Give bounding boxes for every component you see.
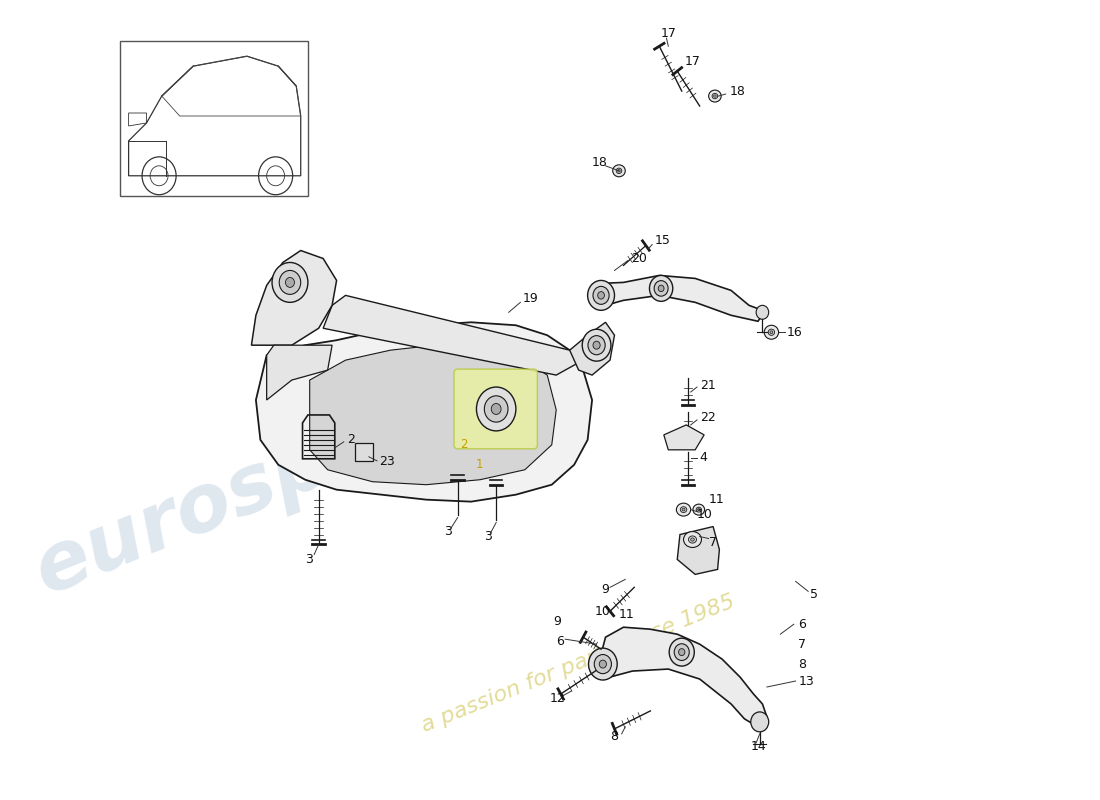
- Circle shape: [600, 660, 606, 668]
- Polygon shape: [678, 526, 719, 574]
- Ellipse shape: [616, 168, 622, 174]
- Polygon shape: [310, 345, 557, 485]
- Text: 13: 13: [799, 674, 814, 687]
- Polygon shape: [266, 345, 332, 400]
- FancyBboxPatch shape: [454, 369, 538, 449]
- Polygon shape: [256, 322, 592, 502]
- Circle shape: [756, 306, 769, 319]
- FancyBboxPatch shape: [355, 443, 373, 461]
- Circle shape: [593, 342, 601, 349]
- Text: 8: 8: [610, 730, 618, 743]
- Ellipse shape: [683, 531, 702, 547]
- Ellipse shape: [712, 94, 717, 98]
- Text: 17: 17: [684, 54, 701, 68]
- Circle shape: [751, 712, 769, 732]
- Circle shape: [582, 330, 610, 361]
- Circle shape: [484, 396, 508, 422]
- Text: 20: 20: [630, 252, 647, 265]
- Ellipse shape: [697, 509, 700, 510]
- Text: a passion for parts since 1985: a passion for parts since 1985: [419, 592, 738, 736]
- Text: 4: 4: [700, 451, 707, 464]
- Circle shape: [594, 654, 612, 674]
- Ellipse shape: [682, 508, 685, 511]
- Text: 3: 3: [484, 530, 493, 543]
- Polygon shape: [570, 322, 615, 375]
- Text: 16: 16: [786, 326, 802, 338]
- Text: 5: 5: [810, 588, 818, 601]
- Text: eurospares: eurospares: [23, 348, 525, 611]
- Text: 6: 6: [557, 634, 564, 648]
- Text: 22: 22: [700, 411, 715, 425]
- Text: 19: 19: [524, 292, 539, 305]
- Circle shape: [654, 281, 668, 296]
- Ellipse shape: [680, 506, 686, 513]
- Ellipse shape: [696, 507, 702, 512]
- Circle shape: [492, 403, 502, 414]
- Circle shape: [588, 336, 605, 354]
- Circle shape: [649, 275, 673, 302]
- Text: 2: 2: [460, 438, 467, 451]
- Ellipse shape: [764, 326, 779, 339]
- Ellipse shape: [693, 504, 705, 515]
- Text: 11: 11: [708, 493, 725, 506]
- Text: 11: 11: [619, 608, 635, 621]
- Ellipse shape: [613, 165, 625, 177]
- Circle shape: [476, 387, 516, 431]
- Ellipse shape: [689, 536, 696, 543]
- Polygon shape: [596, 627, 767, 727]
- Circle shape: [593, 286, 609, 304]
- Circle shape: [658, 285, 664, 292]
- Circle shape: [279, 270, 300, 294]
- Text: 21: 21: [700, 378, 715, 391]
- Circle shape: [669, 638, 694, 666]
- Text: 9: 9: [553, 614, 561, 628]
- Text: 7: 7: [799, 638, 806, 650]
- Text: 10: 10: [595, 605, 610, 618]
- Text: 18: 18: [729, 85, 745, 98]
- Text: 12: 12: [550, 693, 565, 706]
- Ellipse shape: [691, 538, 694, 541]
- Text: 23: 23: [379, 455, 395, 468]
- Text: 1: 1: [475, 458, 483, 471]
- Polygon shape: [601, 275, 766, 322]
- Circle shape: [588, 648, 617, 680]
- Polygon shape: [252, 250, 337, 345]
- Circle shape: [674, 644, 690, 661]
- Circle shape: [272, 262, 308, 302]
- Polygon shape: [323, 295, 583, 375]
- Ellipse shape: [714, 95, 716, 98]
- Circle shape: [286, 278, 295, 287]
- Polygon shape: [663, 425, 704, 450]
- Text: 3: 3: [305, 553, 314, 566]
- Circle shape: [587, 281, 615, 310]
- Text: 2: 2: [348, 434, 355, 446]
- Text: 14: 14: [751, 740, 767, 754]
- Text: 18: 18: [592, 156, 608, 170]
- Text: 3: 3: [444, 525, 452, 538]
- Text: 7: 7: [708, 536, 716, 549]
- Text: 6: 6: [799, 618, 806, 630]
- Ellipse shape: [676, 503, 691, 516]
- Ellipse shape: [618, 170, 620, 172]
- Text: 9: 9: [601, 583, 609, 596]
- Text: 8: 8: [799, 658, 806, 670]
- Circle shape: [679, 649, 685, 656]
- Ellipse shape: [770, 331, 773, 334]
- Circle shape: [597, 292, 604, 299]
- Text: 15: 15: [654, 234, 671, 247]
- Text: 10: 10: [697, 508, 713, 521]
- Text: 17: 17: [661, 26, 676, 40]
- FancyBboxPatch shape: [120, 42, 308, 196]
- Ellipse shape: [768, 329, 774, 335]
- Ellipse shape: [708, 90, 722, 102]
